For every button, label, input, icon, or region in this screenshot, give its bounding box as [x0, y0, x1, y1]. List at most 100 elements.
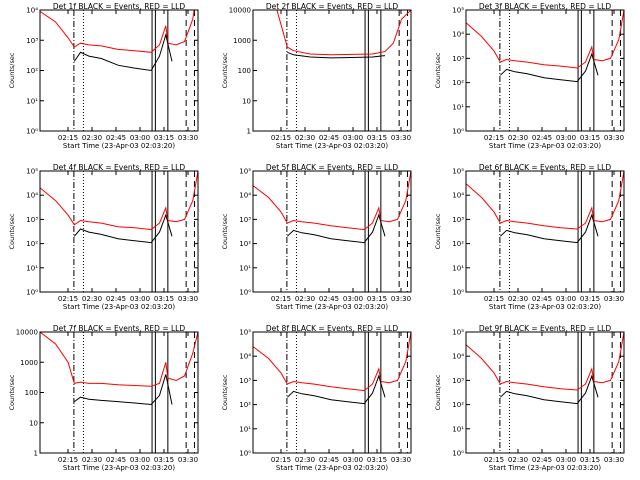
y-tick-label: 1: [34, 450, 38, 458]
series-group: [253, 332, 411, 405]
y-tick-label: 10²: [452, 240, 464, 248]
events-series-line: [499, 52, 599, 83]
y-tick-label: 10: [242, 97, 251, 105]
panel-title: Det 8f BLACK = Events, RED = LLD: [266, 324, 399, 333]
plot-frame: [465, 170, 625, 293]
y-tick-label: 10²: [452, 401, 464, 409]
plot-frame: [465, 9, 625, 132]
panel-7: 1 10 100 1000 10000 02:15 02:30 02:45 03:00 03:15…: [8, 324, 199, 472]
y-tick-label: 10⁰: [452, 128, 464, 136]
x-tick-label: 03:00: [130, 134, 150, 142]
y-tick-label: 100: [25, 389, 38, 397]
y-tick-label: 10⁵: [452, 168, 464, 176]
series-group: [253, 10, 411, 59]
x-tick-label: 03:00: [343, 456, 363, 464]
y-tick-label: 10⁵: [452, 7, 464, 15]
panel-title: Det 9f BLACK = Events, RED = LLD: [479, 324, 612, 333]
plot-frame: [39, 9, 199, 132]
events-series-line: [73, 32, 173, 72]
y-tick-label: 10⁰: [26, 128, 38, 136]
x-tick-label: 03:30: [178, 295, 198, 303]
x-tick-label: 03:15: [580, 456, 600, 464]
x-tick-label: 02:30: [295, 456, 315, 464]
y-tick-label: 10⁴: [26, 192, 38, 200]
y-axis-label: Counts/sec: [434, 213, 442, 249]
x-tick-label: 03:15: [367, 134, 387, 142]
series-group: [40, 332, 198, 406]
x-tick-label: 02:30: [82, 295, 102, 303]
x-tick-label: 03:15: [367, 456, 387, 464]
y-tick-label: 10⁴: [239, 192, 251, 200]
x-tick-label: 03:00: [130, 456, 150, 464]
panel-6: 10⁰ 10¹ 10² 10³ 10⁴ 10⁵ 02:15 02:30 02:45 03:00 03…: [434, 163, 625, 311]
events-series-line: [287, 51, 386, 59]
lld-series-line: [466, 10, 624, 69]
x-tick-label: 03:00: [343, 134, 363, 142]
panel-title: Det 1f BLACK = Events, RED = LLD: [53, 2, 186, 11]
x-tick-label: 02:15: [58, 295, 78, 303]
x-axis-label: Start Time (23-Apr-03 02:03:20): [489, 303, 601, 311]
y-tick-label: 10⁴: [452, 353, 464, 361]
panel-title: Det 5f BLACK = Events, RED = LLD: [266, 163, 399, 172]
y-tick-label: 1000: [233, 37, 251, 45]
y-tick-label: 10¹: [452, 103, 464, 111]
events-series-line: [74, 374, 173, 406]
x-tick-label: 03:00: [556, 295, 576, 303]
events-series-line: [499, 374, 599, 405]
panel-4: 10⁰ 10¹ 10² 10³ 10⁴ 10⁵ 02:15 02:30 02:45 03:00 03…: [8, 163, 199, 311]
y-axis-label: Counts/sec: [8, 52, 16, 88]
events-series-line: [73, 213, 173, 244]
x-tick-label: 03:15: [367, 295, 387, 303]
y-axis-label: Counts/sec: [8, 213, 16, 249]
y-tick-label: 10²: [26, 67, 38, 75]
panel-title: Det 2f BLACK = Events, RED = LLD: [266, 2, 399, 11]
y-tick-label: 10¹: [452, 425, 464, 433]
plot-frame: [252, 170, 412, 293]
x-tick-label: 02:45: [106, 456, 126, 464]
x-tick-label: 03:00: [343, 295, 363, 303]
lld-series-line: [466, 332, 624, 391]
y-tick-label: 10: [29, 419, 38, 427]
y-tick-label: 10¹: [239, 425, 251, 433]
x-tick-label: 02:15: [58, 134, 78, 142]
x-tick-label: 03:15: [580, 295, 600, 303]
x-tick-label: 02:45: [319, 134, 339, 142]
y-tick-label: 10⁰: [239, 289, 251, 297]
x-tick-label: 02:45: [532, 134, 552, 142]
y-tick-label: 10¹: [26, 264, 38, 272]
lld-series-line: [466, 171, 624, 230]
panel-title: Det 7f BLACK = Events, RED = LLD: [53, 324, 186, 333]
lld-series-line: [40, 332, 198, 387]
x-tick-label: 02:45: [319, 456, 339, 464]
x-tick-label: 02:15: [271, 295, 291, 303]
x-tick-label: 02:15: [484, 456, 504, 464]
x-tick-label: 02:30: [295, 134, 315, 142]
x-tick-label: 03:00: [130, 295, 150, 303]
x-tick-label: 02:30: [82, 134, 102, 142]
y-tick-label: 10⁴: [452, 31, 464, 39]
x-axis-label: Start Time (23-Apr-03 02:03:20): [489, 464, 601, 472]
y-tick-label: 10⁰: [452, 450, 464, 458]
lld-series-line: [253, 171, 411, 231]
panel-2: 1 10 100 1000 10000 02:15 02:30 02:45 03:00 03:15…: [221, 2, 412, 150]
y-tick-label: 10⁴: [26, 7, 38, 15]
x-tick-label: 03:30: [178, 134, 198, 142]
series-group: [466, 332, 624, 405]
x-tick-label: 03:00: [556, 134, 576, 142]
y-tick-label: 10⁰: [239, 450, 251, 458]
y-tick-label: 10³: [452, 216, 464, 224]
panel-1: 10⁰ 10¹ 10² 10³ 10⁴ 02:15 02:30 02:45 03:00 03:15…: [8, 2, 199, 150]
x-tick-label: 03:00: [556, 456, 576, 464]
y-tick-label: 10²: [452, 79, 464, 87]
panel-title: Det 3f BLACK = Events, RED = LLD: [479, 2, 612, 11]
x-axis-label: Start Time (23-Apr-03 02:03:20): [276, 142, 388, 150]
x-tick-label: 02:15: [271, 456, 291, 464]
x-tick-label: 02:15: [484, 134, 504, 142]
y-tick-label: 10³: [239, 216, 251, 224]
y-tick-label: 10²: [26, 240, 38, 248]
series-group: [466, 10, 624, 83]
x-axis-label: Start Time (23-Apr-03 02:03:20): [63, 303, 175, 311]
x-tick-label: 02:45: [106, 134, 126, 142]
y-tick-label: 10⁵: [239, 329, 251, 337]
y-tick-label: 10⁰: [26, 289, 38, 297]
